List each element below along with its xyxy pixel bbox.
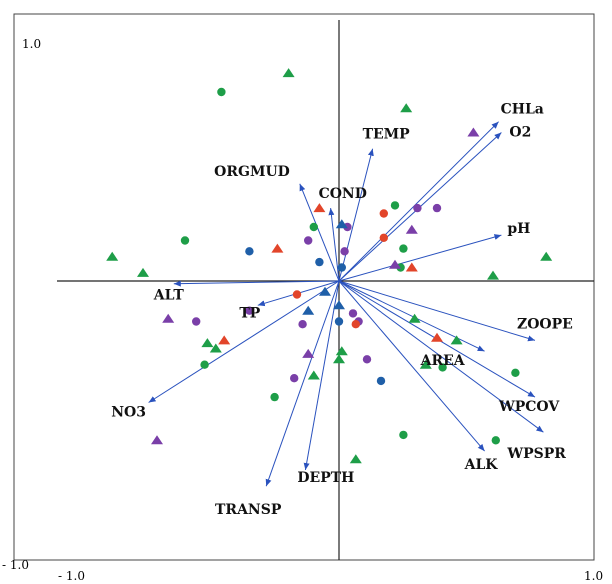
sample-triangle-point <box>431 332 443 342</box>
vector-arrow-temp <box>338 148 374 282</box>
sample-circle-point <box>309 222 318 232</box>
sample-triangle-point <box>282 68 295 78</box>
vector-arrow-zoope <box>338 280 536 342</box>
sample-circle-point <box>399 244 408 253</box>
vector-label-cond: COND <box>319 186 367 202</box>
sample-circle-point <box>390 201 400 210</box>
sample-circle-point <box>245 306 254 315</box>
vector-arrow-no3 <box>148 280 340 403</box>
sample-circle-point <box>290 374 299 383</box>
sample-circle-point <box>413 203 422 213</box>
vector-label-tp: TP <box>239 305 260 321</box>
sample-circle-point <box>351 320 360 329</box>
sample-triangle-point <box>201 338 214 348</box>
vector-arrow-cond <box>328 208 340 282</box>
sample-circle-point <box>340 247 349 256</box>
sample-triangle-point <box>162 313 175 323</box>
vector-arrow-wpspr <box>338 280 544 433</box>
vector-labels: CHLa O2 TEMP ORGMUD COND pH ALT TP NO3 TRANSP DEPT… <box>111 102 573 519</box>
sample-triangle-point <box>319 286 331 296</box>
sample-triangle-point <box>333 354 345 364</box>
vector-arrow-transp <box>265 280 340 487</box>
vector-label-wpspr: WPSPR <box>506 446 566 462</box>
sample-triangle-point <box>400 103 413 113</box>
vector-label-temp: TEMP <box>363 127 411 143</box>
vector-arrow-area <box>338 280 485 352</box>
sample-triangle-point <box>151 435 163 445</box>
sample-triangle-point <box>209 343 222 353</box>
sample-circle-point <box>337 263 346 272</box>
sample-circle-point <box>304 236 313 245</box>
y-tick-bottom: - 1.0 <box>2 558 29 572</box>
sample-circle-point <box>491 436 500 445</box>
sample-triangle-point <box>450 335 463 345</box>
sample-triangle-point <box>137 267 149 277</box>
vector-arrow-chla <box>338 121 499 282</box>
x-tick-left: - 1.0 <box>58 569 85 583</box>
sample-triangle-point <box>307 370 320 380</box>
sample-circle-point <box>270 392 279 402</box>
vector-label-o2: O2 <box>509 125 531 141</box>
vector-arrow-ph <box>338 234 502 282</box>
vector-label-no3: NO3 <box>111 405 146 421</box>
sample-triangle-point <box>467 127 480 137</box>
sample-circle-point <box>438 363 447 372</box>
sample-triangle-point <box>487 270 499 280</box>
sample-circle-point <box>192 317 201 326</box>
sample-triangle-point <box>405 224 418 234</box>
sample-circle-point <box>217 87 226 97</box>
vector-label-depth: DEPTH <box>297 470 354 486</box>
sample-triangle-point <box>335 219 348 229</box>
vector-label-transp: TRANSP <box>215 502 282 518</box>
vector-label-alk: ALK <box>464 457 499 473</box>
y-tick-top: 1.0 <box>22 37 41 51</box>
sample-triangle-point <box>106 251 119 261</box>
vector-arrow-alk <box>338 280 485 452</box>
sample-triangle-point <box>540 251 553 261</box>
sample-circle-point <box>432 203 442 213</box>
sample-triangle-point <box>419 359 432 369</box>
sample-circle-point <box>348 309 358 318</box>
sample-circle-point <box>379 233 388 242</box>
sample-triangle-point <box>333 300 345 310</box>
sample-points <box>106 68 553 464</box>
vector-label-zoope: ZOOPE <box>517 316 573 332</box>
vector-arrow-orgmud <box>299 183 340 282</box>
sample-triangle-point <box>218 335 231 345</box>
plot-frame <box>13 13 595 561</box>
sample-triangle-point <box>313 203 326 213</box>
sample-circle-point <box>379 209 388 218</box>
sample-circle-point <box>298 320 307 329</box>
sample-circle-point <box>200 360 209 369</box>
vector-arrow-depth <box>303 280 340 471</box>
sample-circle-point <box>180 236 190 245</box>
vector-label-ph: pH <box>507 221 530 237</box>
sample-triangle-point <box>302 348 315 358</box>
vector-label-wpcov: WPCOV <box>498 399 560 415</box>
sample-circle-point <box>245 247 254 256</box>
sample-circle-point <box>376 376 386 386</box>
sample-circle-point <box>362 355 372 364</box>
sample-triangle-point <box>335 346 348 356</box>
sample-circle-point <box>334 317 344 326</box>
sample-triangle-point <box>405 262 418 272</box>
vector-label-chla: CHLa <box>501 102 544 118</box>
environmental-vectors <box>148 121 544 487</box>
sample-circle-point <box>511 368 520 377</box>
sample-triangle-point <box>389 259 401 269</box>
vector-arrow-alt <box>173 280 340 287</box>
x-tick-right: 1.0 <box>584 569 603 583</box>
sample-circle-point <box>399 430 408 440</box>
vector-label-area: AREA <box>420 353 466 369</box>
sample-triangle-point <box>271 243 284 253</box>
sample-circle-point <box>292 290 302 299</box>
sample-triangle-point <box>408 313 421 323</box>
sample-triangle-point <box>302 305 315 315</box>
vector-label-alt: ALT <box>153 288 185 304</box>
sample-circle-point <box>315 257 324 267</box>
sample-triangle-point <box>349 454 362 464</box>
vector-label-orgmud: ORGMUD <box>214 164 290 180</box>
